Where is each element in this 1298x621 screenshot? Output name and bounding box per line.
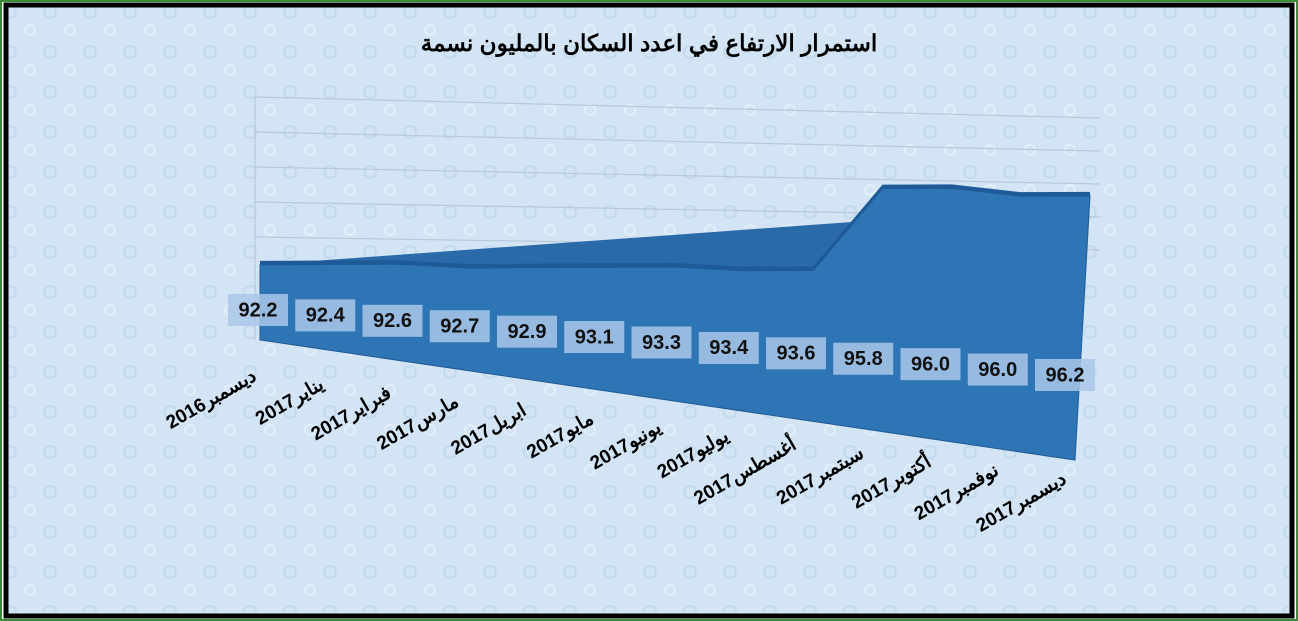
data-label: 92.9 [508,321,547,343]
data-label-box [900,348,961,381]
data-label: 92.4 [306,305,346,327]
data-label: 92.7 [440,316,479,338]
data-label-box [698,331,759,364]
area [259,187,1091,461]
data-label: 93.1 [575,326,614,348]
data-label-box [967,353,1028,386]
data-label-box [228,294,288,326]
data-label-box [295,299,356,332]
data-label: 92.2 [239,299,278,321]
data-label-box [833,342,894,375]
data-label-box [429,310,490,343]
data-label: 95.8 [844,348,883,370]
data-label-box [362,304,423,337]
data-label: 93.4 [709,337,749,359]
area-top-edge [260,184,1090,271]
data-label: 93.6 [777,343,816,365]
data-label-box [631,326,692,359]
data-label-box [497,315,557,348]
chart-title: استمرار الارتفاع في اعدد السكان بالمليون… [421,30,878,58]
data-label-box [564,321,625,354]
data-label-box [1035,359,1095,391]
data-label: 96.0 [911,353,950,375]
data-label: 92.6 [373,310,412,332]
data-label: 96.2 [1046,364,1085,386]
data-label-box [766,337,826,370]
data-label: 96.0 [978,359,1017,381]
data-label: 93.3 [642,332,681,354]
